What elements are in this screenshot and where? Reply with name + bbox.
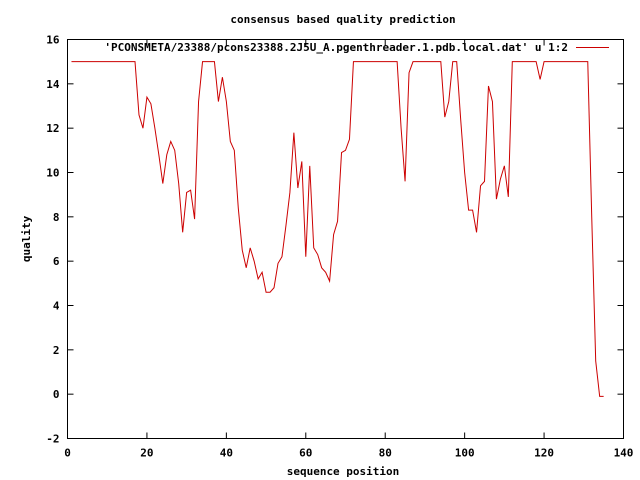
- y-axis-ticks: -2 0 2 4 6 8 10 12 14 16: [46, 34, 624, 446]
- y-tick-label: 16: [46, 34, 60, 47]
- y-tick-label: 4: [53, 300, 60, 313]
- x-axis-label: sequence position: [287, 465, 400, 478]
- y-tick-label: 8: [53, 211, 60, 224]
- y-tick-label: -2: [46, 433, 59, 446]
- y-tick-label: 2: [53, 344, 60, 357]
- x-tick-label: 0: [64, 447, 71, 460]
- x-tick-label: 140: [614, 447, 634, 460]
- y-tick-label: 14: [46, 78, 60, 91]
- y-tick-label: 6: [53, 255, 60, 268]
- x-axis-ticks: 0 20 40 60 80 100 120 140: [64, 39, 634, 460]
- chart-title: consensus based quality prediction: [230, 13, 455, 26]
- series-line: [71, 61, 604, 397]
- legend-label: 'PCONSMETA/23388/pcons23388.2J5U_A.pgent…: [104, 41, 568, 54]
- x-tick-label: 80: [379, 447, 392, 460]
- y-axis-label: quality: [20, 215, 33, 262]
- y-tick-label: 10: [46, 167, 59, 180]
- x-tick-label: 60: [299, 447, 312, 460]
- y-tick-label: 0: [53, 388, 60, 401]
- plot-frame: [67, 39, 624, 439]
- legend: 'PCONSMETA/23388/pcons23388.2J5U_A.pgent…: [104, 41, 609, 54]
- x-tick-label: 40: [220, 447, 233, 460]
- x-tick-label: 20: [140, 447, 153, 460]
- series-layer: [71, 61, 604, 397]
- y-tick-label: 12: [46, 122, 59, 135]
- x-tick-label: 100: [455, 447, 475, 460]
- x-tick-label: 120: [534, 447, 554, 460]
